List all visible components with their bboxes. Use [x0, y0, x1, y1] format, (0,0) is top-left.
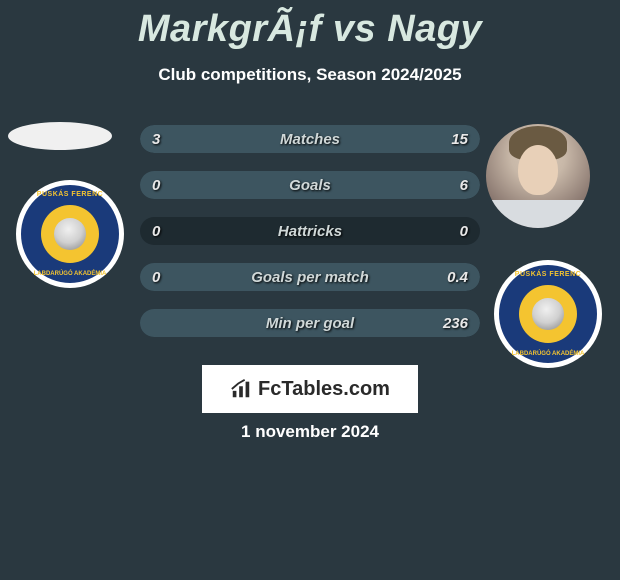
- stat-fill-right: [140, 309, 480, 337]
- player-left-photo-placeholder: [8, 122, 112, 150]
- badge-text-top: PUSKÁS FERENC: [21, 191, 119, 198]
- stat-label: Hattricks: [140, 217, 480, 245]
- stat-fill-right: [194, 125, 480, 153]
- badge-text-top: PUSKÁS FERENC: [499, 271, 597, 278]
- stat-row-hattricks: 0 Hattricks 0: [140, 217, 480, 245]
- stat-value-left: 0: [152, 263, 160, 291]
- subtitle: Club competitions, Season 2024/2025: [0, 65, 620, 85]
- stat-value-right: 0.4: [447, 263, 468, 291]
- stats-area: 3 Matches 15 0 Goals 6 0 Hattricks 0 0 G…: [140, 125, 480, 355]
- stat-row-goals-per-match: 0 Goals per match 0.4: [140, 263, 480, 291]
- stat-row-goals: 0 Goals 6: [140, 171, 480, 199]
- badge-text-bottom: LABDARÚGÓ AKADÉMIA: [499, 351, 597, 357]
- stat-value-left: 0: [152, 171, 160, 199]
- stat-value-right: 6: [460, 171, 468, 199]
- fctables-logo: FcTables.com: [202, 365, 418, 413]
- player-left-club-badge: PUSKÁS FERENC LABDARÚGÓ AKADÉMIA: [16, 180, 124, 288]
- fctables-logo-text: FcTables.com: [258, 378, 390, 401]
- stat-fill-right: [140, 171, 480, 199]
- stat-value-left: 0: [152, 217, 160, 245]
- stat-value-right: 236: [443, 309, 468, 337]
- badge-text-bottom: LABDARÚGÓ AKADÉMIA: [21, 271, 119, 277]
- chart-icon: [230, 378, 252, 400]
- stat-value-right: 15: [451, 125, 468, 153]
- stat-row-matches: 3 Matches 15: [140, 125, 480, 153]
- stat-fill-left: [140, 125, 194, 153]
- stat-value-right: 0: [460, 217, 468, 245]
- stat-fill-right: [140, 263, 480, 291]
- date-line: 1 november 2024: [0, 422, 620, 442]
- player-right-photo: [486, 124, 590, 228]
- page-title: MarkgrÃ¡f vs Nagy: [0, 0, 620, 51]
- stat-value-left: 3: [152, 125, 160, 153]
- player-right-club-badge: PUSKÁS FERENC LABDARÚGÓ AKADÉMIA: [494, 260, 602, 368]
- stat-row-min-per-goal: Min per goal 236: [140, 309, 480, 337]
